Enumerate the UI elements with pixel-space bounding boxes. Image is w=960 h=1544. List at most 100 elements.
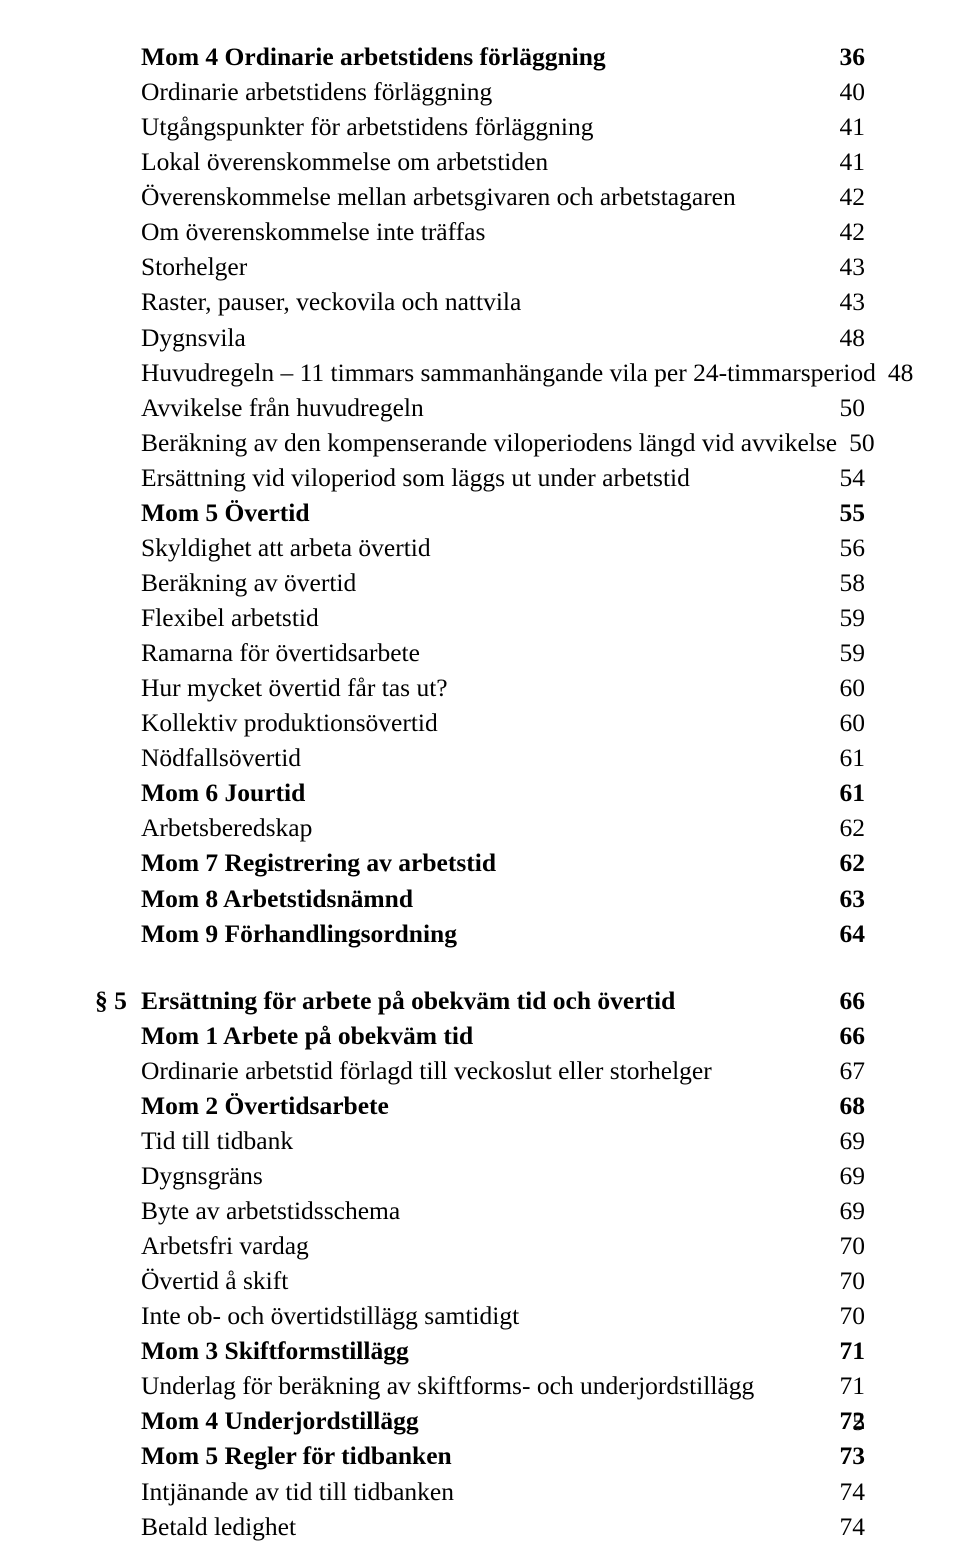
toc-entry: Dygnsvila 48: [141, 320, 865, 355]
toc-entry-page: 41: [793, 109, 865, 144]
toc-entry-label: Mom 1 Arbete på obekväm tid: [141, 1021, 473, 1050]
toc-entry-text: § 5Ersättning för arbete på obekväm tid …: [141, 983, 793, 1018]
toc-entry-page: 67: [793, 1053, 865, 1088]
toc-entry-label: Dygnsvila: [141, 323, 246, 352]
toc-entry-label: Storhelger: [141, 252, 247, 281]
toc-entry-page: 41: [793, 144, 865, 179]
toc-entry: Beräkning av övertid58: [141, 565, 865, 600]
toc-entry: Dygnsgräns 69: [141, 1158, 865, 1193]
toc-entry-text: Mom 1 Arbete på obekväm tid: [141, 1018, 793, 1053]
toc-entry-label: Mom 6 Jourtid: [141, 778, 305, 807]
toc-entry-page: 70: [793, 1298, 865, 1333]
toc-entry-text: Mom 9 Förhandlingsordning: [141, 916, 793, 951]
page: Mom 4 Ordinarie arbetstidens förläggning…: [0, 0, 960, 1491]
toc-entry: Ramarna för övertidsarbete59: [141, 635, 865, 670]
toc-entry-text: Övertid å skift: [141, 1263, 793, 1298]
toc-entry-text: Om överenskommelse inte träffas: [141, 214, 793, 249]
toc-entry: Nödfallsövertid61: [141, 740, 865, 775]
toc-entry-text: Ramarna för övertidsarbete: [141, 635, 793, 670]
toc-entry-label: Huvudregeln – 11 timmars sammanhängande …: [141, 358, 876, 387]
toc-entry-text: Beräkning av den kompenserande viloperio…: [141, 425, 837, 460]
page-number: 5: [852, 1407, 865, 1437]
toc-entry-label: Arbetsberedskap: [141, 813, 312, 842]
toc-entry: Mom 6 Jourtid61: [141, 775, 865, 810]
toc-rows: § 5Ersättning för arbete på obekväm tid …: [141, 983, 865, 1544]
toc-entry-page: 48: [793, 320, 865, 355]
toc-entry-label: Mom 4 Ordinarie arbetstidens förläggning: [141, 42, 606, 71]
toc-entry-text: Flexibel arbetstid: [141, 600, 793, 635]
toc-entry-page: 43: [793, 284, 865, 319]
toc-entry-text: Ordinarie arbetstid förlagd till veckosl…: [141, 1053, 793, 1088]
toc-entry: § 5Ersättning för arbete på obekväm tid …: [141, 983, 865, 1018]
toc-entry-page: 50: [837, 425, 875, 460]
toc-entry-page: 56: [793, 530, 865, 565]
toc-entry: Ersättning vid viloperiod som läggs ut u…: [141, 460, 865, 495]
toc-entry-label: Övertid å skift: [141, 1266, 288, 1295]
toc-entry-label: Inte ob- och övertidstillägg samtidigt: [141, 1301, 519, 1330]
toc-entry-text: Arbetsberedskap: [141, 810, 793, 845]
toc-entry: Utgångspunkter för arbetstidens förläggn…: [141, 109, 865, 144]
toc-entry-page: 74: [793, 1474, 865, 1509]
toc-entry-page: 69: [793, 1123, 865, 1158]
toc-entry-label: Mom 9 Förhandlingsordning: [141, 919, 457, 948]
toc-entry-text: Utgångspunkter för arbetstidens förläggn…: [141, 109, 793, 144]
toc-entry-label: Mom 5 Regler för tidbanken: [141, 1441, 452, 1470]
toc-entry-label: Lokal överenskommelse om arbetstiden: [141, 147, 548, 176]
toc-entry-text: Mom 2 Övertidsarbete: [141, 1088, 793, 1123]
toc-entry-page: 73: [793, 1438, 865, 1473]
toc-entry-page: 74: [793, 1509, 865, 1544]
toc-entry-label: Flexibel arbetstid: [141, 603, 319, 632]
toc-entry-page: 60: [793, 670, 865, 705]
toc-entry-page: 71: [793, 1368, 865, 1403]
toc-entry-text: Dygnsgräns: [141, 1158, 793, 1193]
toc-entry-text: Inte ob- och övertidstillägg samtidigt: [141, 1298, 793, 1333]
toc-entry-label: Betald ledighet: [141, 1512, 296, 1541]
toc-entry: Mom 3 Skiftformstillägg 71: [141, 1333, 865, 1368]
toc-entry-page: 60: [793, 705, 865, 740]
toc-entry-label: Raster, pauser, veckovila och nattvila: [141, 287, 521, 316]
toc-entry: Ordinarie arbetstidens förläggning40: [141, 74, 865, 109]
toc-entry-label: Ordinarie arbetstidens förläggning: [141, 77, 492, 106]
toc-entry: Underlag för beräkning av skiftforms- oc…: [141, 1368, 865, 1403]
toc-entry-text: Storhelger: [141, 249, 793, 284]
toc-entry-page: 69: [793, 1158, 865, 1193]
toc-entry-text: Dygnsvila: [141, 320, 793, 355]
toc-entry-label: Beräkning av övertid: [141, 568, 356, 597]
toc-entry: Skyldighet att arbeta övertid56: [141, 530, 865, 565]
toc-entry-text: Hur mycket övertid får tas ut?: [141, 670, 793, 705]
toc-entry-page: 55: [793, 495, 865, 530]
toc-entry: Tid till tidbank69: [141, 1123, 865, 1158]
toc-entry: Huvudregeln – 11 timmars sammanhängande …: [141, 355, 865, 390]
toc-entry-page: 59: [793, 635, 865, 670]
toc-entry-page: 64: [793, 916, 865, 951]
toc-entry-label: Mom 3 Skiftformstillägg: [141, 1336, 409, 1365]
toc-entry-text: Mom 4 Underjordstillägg: [141, 1403, 793, 1438]
toc-entry-page: 62: [793, 845, 865, 880]
toc-entry-text: Mom 8 Arbetstidsnämnd: [141, 881, 793, 916]
toc-entry-page: 50: [793, 390, 865, 425]
toc-entry: Intjänande av tid till tidbanken 74: [141, 1474, 865, 1509]
toc-entry: Kollektiv produktionsövertid60: [141, 705, 865, 740]
toc-entry-text: Mom 4 Ordinarie arbetstidens förläggning: [141, 39, 793, 74]
toc-section: Mom 4 Ordinarie arbetstidens förläggning…: [95, 39, 865, 951]
toc-entry-text: Mom 5 Regler för tidbanken: [141, 1438, 793, 1473]
toc-entry-label: Dygnsgräns: [141, 1161, 263, 1190]
toc-entry-page: 36: [793, 39, 865, 74]
toc-entry-text: Ordinarie arbetstidens förläggning: [141, 74, 793, 109]
toc-entry-text: Mom 5 Övertid: [141, 495, 793, 530]
toc-entry-page: 48: [876, 355, 914, 390]
toc-entry-text: Betald ledighet: [141, 1509, 793, 1544]
toc-entry-text: Avvikelse från huvudregeln: [141, 390, 793, 425]
toc-entry-page: 70: [793, 1263, 865, 1298]
toc-entry-label: Mom 4 Underjordstillägg: [141, 1406, 419, 1435]
toc-rows: Mom 4 Ordinarie arbetstidens förläggning…: [141, 39, 865, 951]
toc-entry-text: Mom 6 Jourtid: [141, 775, 793, 810]
toc-entry: Inte ob- och övertidstillägg samtidigt 70: [141, 1298, 865, 1333]
toc-entry-page: 59: [793, 600, 865, 635]
toc-entry: Övertid å skift 70: [141, 1263, 865, 1298]
toc-entry: Mom 8 Arbetstidsnämnd63: [141, 881, 865, 916]
toc-entry-label: Intjänande av tid till tidbanken: [141, 1477, 454, 1506]
toc-entry-text: Raster, pauser, veckovila och nattvila: [141, 284, 793, 319]
toc-entry-page: 61: [793, 740, 865, 775]
toc-entry-page: 71: [793, 1333, 865, 1368]
